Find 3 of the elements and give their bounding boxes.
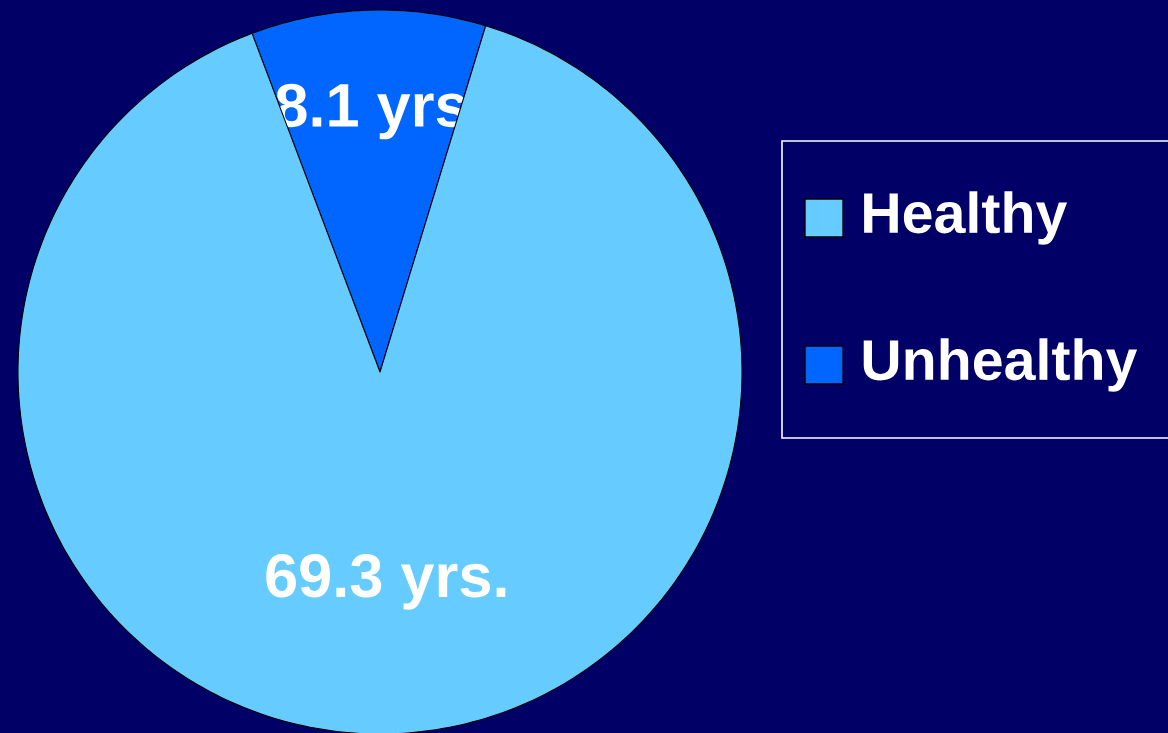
- legend-label: Unhealthy: [863, 338, 1138, 392]
- data-label: 69.3 yrs.: [266, 554, 506, 610]
- legend-label: Healthy: [864, 191, 1068, 245]
